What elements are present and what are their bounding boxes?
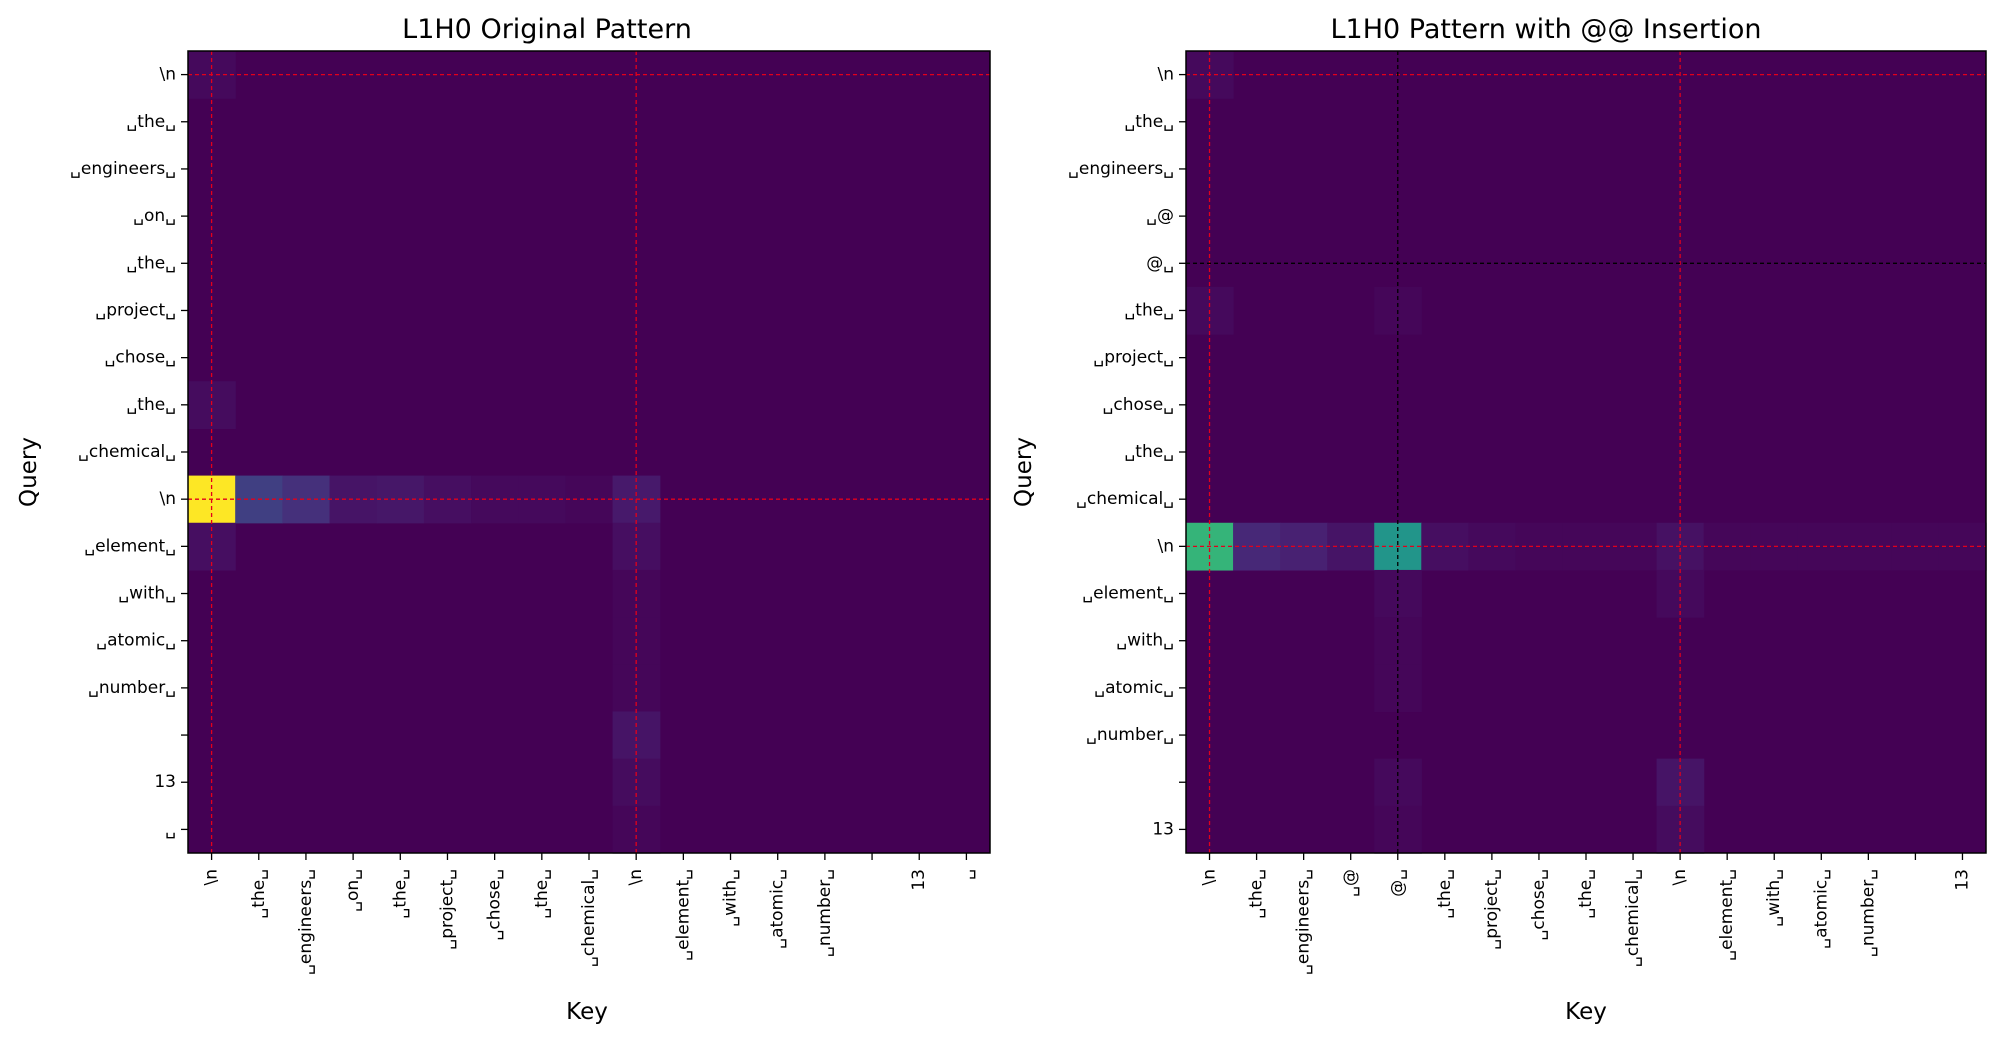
y-tick-label: ␣atomic␣ xyxy=(1094,678,1174,698)
y-tick-label: \n xyxy=(1157,65,1174,85)
x-axis-label: Key xyxy=(1565,999,1607,1025)
x-tick-label: ␣project␣ xyxy=(1482,869,1502,950)
y-tick-label: ␣atomic␣ xyxy=(96,631,176,651)
guide-lines xyxy=(1186,51,1986,853)
x-axis-ticks: \n ␣the␣ ␣engineers␣ ␣on␣ ␣the␣ ␣project␣ ␣cho… xyxy=(202,853,976,975)
y-tick-label: \n xyxy=(159,489,176,509)
y-tick-label: ␣element␣ xyxy=(84,536,176,556)
y-tick-label: ␣element␣ xyxy=(1082,584,1174,604)
x-tick-label: ␣ xyxy=(956,869,976,880)
x-tick-label: 13 xyxy=(909,869,929,891)
y-tick-label: ␣project␣ xyxy=(95,300,176,320)
x-tick-label: ␣the␣ xyxy=(1435,869,1455,918)
x-tick-label: ␣with␣ xyxy=(1764,869,1784,927)
x-tick-label: ␣engineers␣ xyxy=(1294,869,1314,975)
y-axis-ticks: \n ␣the␣ ␣engineers␣ ␣on␣ ␣the␣ ␣project␣ ␣cho… xyxy=(70,65,188,839)
x-tick-label: ␣atomic␣ xyxy=(768,869,788,949)
x-tick-label: ␣chose␣ xyxy=(1529,869,1549,940)
y-tick-label: ␣the␣ xyxy=(127,112,176,132)
y-tick-label: 13 xyxy=(1152,819,1174,839)
x-tick-label: ␣chose␣ xyxy=(485,869,505,940)
x-tick-label: ␣element␣ xyxy=(1717,869,1737,961)
y-tick-label: \n xyxy=(159,65,176,85)
y-tick-label: ␣number␣ xyxy=(1086,725,1174,745)
x-axis-ticks: \n ␣the␣ ␣engineers␣ ␣@ @␣ ␣the␣ ␣project␣ ␣cho… xyxy=(1200,853,1972,975)
x-tick-label: ␣atomic␣ xyxy=(1811,869,1831,949)
y-tick-label: ␣with␣ xyxy=(1116,631,1174,651)
x-tick-label: ␣engineers␣ xyxy=(296,869,316,975)
y-tick-label: ␣number␣ xyxy=(88,678,176,698)
y-tick-label: ␣the␣ xyxy=(1125,112,1174,132)
x-tick-label: \n xyxy=(626,869,646,886)
x-tick-label: ␣the␣ xyxy=(1247,869,1267,918)
y-tick-label: ␣with␣ xyxy=(118,584,176,604)
y-axis-ticks: \n ␣the␣ ␣engineers␣ ␣@ @␣ ␣the␣ ␣project␣ ␣cho… xyxy=(1068,65,1186,839)
chart-title: L1H0 Pattern with @@ Insertion xyxy=(1330,14,1761,45)
y-tick-label: \n xyxy=(1157,536,1174,556)
y-tick-label: ␣engineers␣ xyxy=(1068,159,1174,179)
y-tick-label: ␣chemical␣ xyxy=(78,442,176,462)
x-tick-label: ␣number␣ xyxy=(1858,869,1878,957)
y-tick-label: ␣the␣ xyxy=(1125,442,1174,462)
x-tick-label: ␣the␣ xyxy=(1576,869,1596,918)
x-axis-label: Key xyxy=(566,999,608,1025)
x-tick-label: @␣ xyxy=(1388,869,1408,897)
guide-lines xyxy=(188,51,990,853)
heatmap-panel-original: L1H0 Original Pattern Key Query \n ␣the␣ ␣… xyxy=(16,14,991,1025)
y-tick-label: ␣the␣ xyxy=(1125,300,1174,320)
x-tick-label: ␣project␣ xyxy=(437,869,457,950)
x-tick-label: ␣@ xyxy=(1341,869,1361,897)
y-tick-label: 13 xyxy=(154,772,176,792)
heatmap-panel-insertion: L1H0 Pattern with @@ Insertion Key Query… xyxy=(1011,14,1987,1025)
x-tick-label: ␣element␣ xyxy=(673,869,693,961)
heatmap-background xyxy=(188,51,990,853)
x-tick-label: ␣the␣ xyxy=(390,869,410,918)
y-tick-label: ␣chose␣ xyxy=(1103,395,1174,415)
y-axis-label: Query xyxy=(1011,437,1037,507)
y-axis-label: Query xyxy=(16,437,42,507)
heatmap-cells xyxy=(188,51,990,854)
x-tick-label: ␣chemical␣ xyxy=(1623,869,1643,967)
x-tick-label: \n xyxy=(1200,869,1220,886)
x-tick-label: \n xyxy=(202,869,222,886)
y-tick-label: @␣ xyxy=(1146,253,1174,273)
y-tick-label: ␣ xyxy=(165,819,176,839)
x-tick-label: ␣the␣ xyxy=(532,869,552,918)
y-tick-label: ␣the␣ xyxy=(127,253,176,273)
x-tick-label: ␣the␣ xyxy=(249,869,269,918)
x-tick-label: ␣number␣ xyxy=(815,869,835,957)
heatmap-cells xyxy=(1186,51,1987,854)
x-tick-label: \n xyxy=(1670,869,1690,886)
y-tick-label: ␣chemical␣ xyxy=(1076,489,1174,509)
chart-title: L1H0 Original Pattern xyxy=(402,14,692,45)
x-tick-label: ␣chemical␣ xyxy=(579,869,599,967)
y-tick-label: ␣@ xyxy=(1146,206,1174,226)
y-tick-label: ␣on␣ xyxy=(133,206,176,226)
y-tick-label: ␣chose␣ xyxy=(105,348,176,368)
y-tick-label: ␣the␣ xyxy=(127,395,176,415)
y-tick-label: ␣project␣ xyxy=(1093,348,1174,368)
x-tick-label: ␣with␣ xyxy=(721,869,741,927)
x-tick-label: 13 xyxy=(1952,869,1972,891)
heatmap-background xyxy=(1186,51,1986,853)
y-tick-label: ␣engineers␣ xyxy=(70,159,176,179)
x-tick-label: ␣on␣ xyxy=(343,869,363,912)
